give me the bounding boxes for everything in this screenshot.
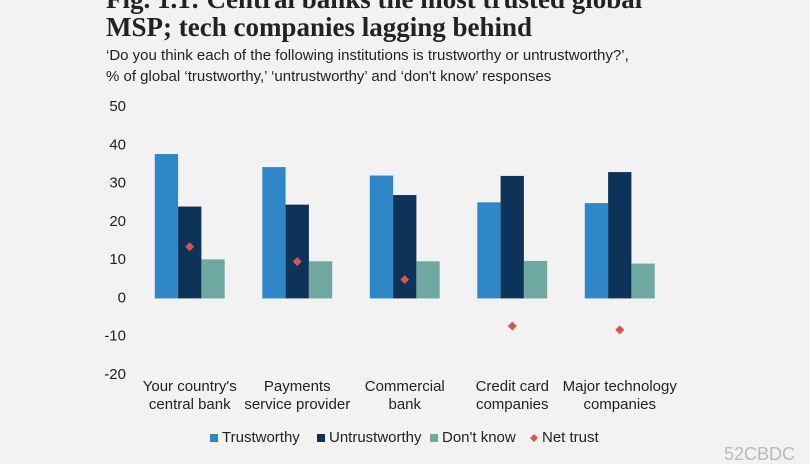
x-tick-label: service provider [244,396,350,413]
legend-swatch [430,434,438,442]
bar [477,202,501,299]
bar [584,203,609,299]
bar [154,154,179,299]
bar [262,167,286,299]
legend-label: Don't know [442,429,516,446]
bar [308,261,333,299]
legend-label: Trustworthy [222,429,300,446]
net-trust-marker [507,321,517,331]
x-tick-label: companies [583,396,656,413]
bar [393,195,417,299]
y-tick-label: 50 [109,98,126,115]
subtitle: ‘Do you think each of the following inst… [106,47,629,64]
y-tick-label: 40 [109,136,126,153]
chart-title: MSP; tech companies lagging behind [106,12,532,42]
y-tick-label: -10 [104,328,126,345]
bar [201,259,225,299]
y-tick-label: 20 [109,213,126,230]
net-trust-marker [615,325,625,335]
y-tick-label: 30 [109,175,126,192]
legend-swatch [210,434,218,442]
legend-swatch [317,434,325,442]
x-tick-label: companies [476,396,549,413]
legend-label: Net trust [542,429,600,446]
net-trust-marker [292,257,302,267]
bar [416,261,440,299]
legend-label: Untrustworthy [329,429,422,446]
x-tick-label: Major technology [563,378,678,395]
bar [285,204,309,299]
bar [608,172,632,299]
bar [369,175,394,299]
chart-title: Fig. 1.1: Central banks the most trusted… [106,0,643,14]
x-tick-label: Payments [264,378,331,395]
bar [631,263,655,299]
x-tick-label: bank [388,396,421,413]
x-tick-label: Your country's [143,378,237,395]
y-tick-label: 10 [109,251,126,268]
net-trust-marker [400,275,410,285]
bar [178,206,202,299]
subtitle: % of global ‘trustworthy,’ ‘untrustworth… [106,68,551,85]
bar [500,175,524,299]
net-trust-marker [185,242,195,252]
x-tick-label: central bank [149,396,231,413]
watermark: 52CBDC [724,444,795,464]
y-tick-label: 0 [118,289,126,306]
x-tick-label: Credit card [476,378,549,395]
bar [523,260,548,299]
legend-marker [530,434,538,442]
x-tick-label: Commercial [365,378,445,395]
y-tick-label: -20 [104,366,126,383]
